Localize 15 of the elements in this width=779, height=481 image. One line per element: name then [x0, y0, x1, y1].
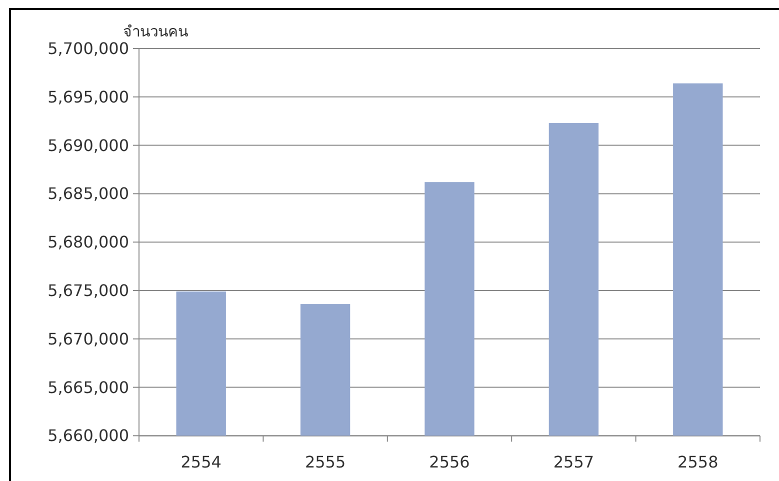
y-tick-label: 5,680,000: [48, 232, 129, 252]
y-tick-label: 5,660,000: [48, 426, 129, 446]
y-axis-title: จำนวนคน: [123, 22, 188, 40]
x-tick-label: 2554: [180, 452, 222, 472]
y-tick-label: 5,685,000: [48, 184, 129, 204]
x-tick-label: 2556: [429, 452, 470, 472]
y-tick-label: 5,690,000: [48, 136, 129, 155]
x-tick-label: 2557: [553, 452, 594, 472]
y-tick-label: 5,665,000: [48, 378, 129, 397]
y-tick-label: 5,700,000: [48, 39, 129, 58]
x-tick-label: 2558: [678, 452, 718, 472]
x-tick-label: 2555: [304, 452, 346, 472]
y-tick-label: 5,670,000: [48, 329, 129, 348]
y-tick-label: 5,675,000: [48, 281, 129, 300]
y-tick-label: 5,695,000: [48, 87, 129, 106]
